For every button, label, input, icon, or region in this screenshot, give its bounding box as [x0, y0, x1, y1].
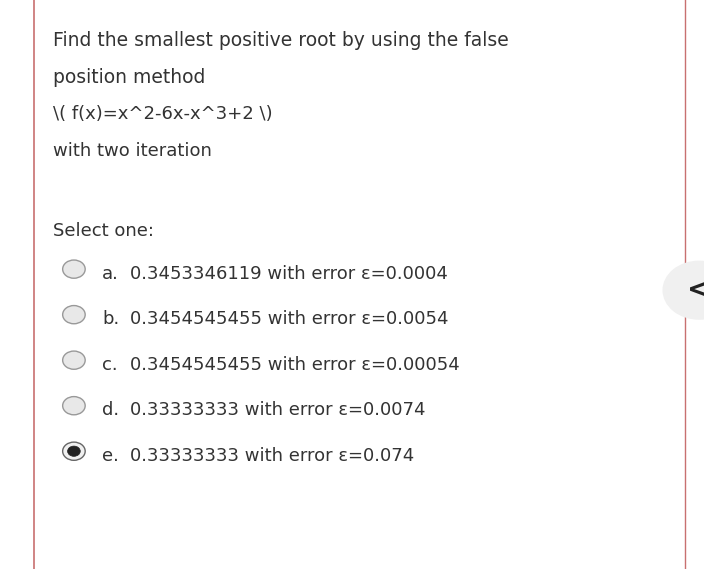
Text: with two iteration: with two iteration [53, 142, 212, 160]
Text: 0.3454545455 with error ε=0.0054: 0.3454545455 with error ε=0.0054 [130, 310, 448, 328]
Text: position method: position method [53, 68, 205, 87]
Text: Select one:: Select one: [53, 222, 153, 240]
Circle shape [63, 442, 85, 460]
Text: a.: a. [102, 265, 119, 283]
Text: Find the smallest positive root by using the false: Find the smallest positive root by using… [53, 31, 508, 50]
Circle shape [63, 306, 85, 324]
Circle shape [662, 261, 704, 320]
Text: 0.33333333 with error ε=0.074: 0.33333333 with error ε=0.074 [130, 447, 415, 465]
Text: b.: b. [102, 310, 120, 328]
Text: \( f(x)=x^2-6x-x^3+2 \): \( f(x)=x^2-6x-x^3+2 \) [53, 105, 272, 123]
Text: c.: c. [102, 356, 118, 374]
Text: 0.3453346119 with error ε=0.0004: 0.3453346119 with error ε=0.0004 [130, 265, 448, 283]
Circle shape [63, 397, 85, 415]
Circle shape [63, 351, 85, 369]
Circle shape [68, 446, 80, 456]
Text: d.: d. [102, 401, 119, 419]
Text: <: < [687, 276, 704, 304]
Text: e.: e. [102, 447, 119, 465]
Text: 0.33333333 with error ε=0.0074: 0.33333333 with error ε=0.0074 [130, 401, 426, 419]
Text: 0.3454545455 with error ε=0.00054: 0.3454545455 with error ε=0.00054 [130, 356, 460, 374]
Circle shape [63, 260, 85, 278]
